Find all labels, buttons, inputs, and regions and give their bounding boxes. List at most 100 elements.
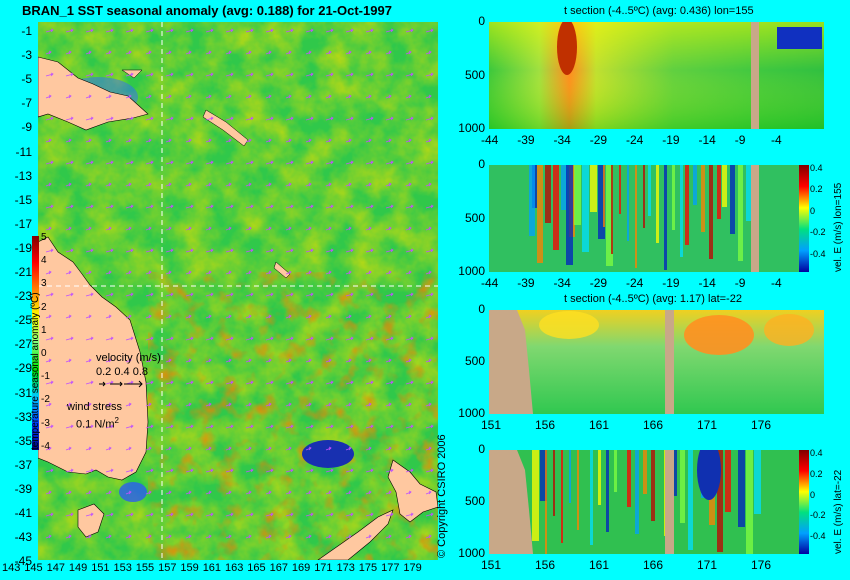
map-lat-tick: -27: [14, 337, 32, 352]
wind-arrow: [285, 490, 292, 495]
wind-arrow: [45, 446, 52, 451]
wind-arrow: [365, 358, 372, 363]
wind-arrow: [125, 138, 132, 143]
velocity-band: [603, 165, 605, 227]
wind-arrow: [405, 28, 414, 33]
wind-arrow: [365, 380, 374, 385]
section-panel-4: [489, 450, 799, 554]
new-guinea-landmass: [38, 56, 149, 131]
wind-arrow: [365, 292, 374, 297]
wind-arrow: [125, 116, 134, 121]
map-lat-tick: -35: [14, 433, 32, 448]
wind-arrow: [265, 424, 274, 429]
wind-arrow: [45, 50, 52, 55]
wind-arrow: [85, 336, 94, 341]
wind-arrow: [265, 314, 272, 319]
wind-arrow: [105, 468, 114, 473]
wind-arrow: [365, 204, 374, 209]
australia-landmass: [38, 236, 149, 481]
wind-arrow: [225, 116, 234, 121]
wind-arrow: [285, 204, 294, 209]
map-lat-tick: -21: [14, 265, 32, 279]
wind-arrow: [105, 534, 112, 539]
wind-arrow: [265, 380, 274, 385]
map-lon-tick: 143: [2, 562, 21, 574]
wind-arrow: [325, 28, 334, 33]
wind-arrow: [405, 72, 414, 77]
wind-arrow: [165, 534, 172, 539]
panel-x-tick: -29: [589, 276, 608, 290]
velocity-band: [619, 165, 621, 214]
wind-arrow: [145, 314, 152, 319]
wind-arrow: [65, 226, 72, 231]
wind-arrow: [165, 424, 174, 429]
wind-arrow: [425, 182, 432, 187]
wind-arrow: [205, 94, 212, 99]
wind-arrow: [245, 534, 252, 539]
wind-arrow: [125, 248, 134, 253]
wind-stress-value: 0.1 N/m2: [76, 416, 119, 431]
wind-arrow: [425, 94, 432, 99]
map-lat-tick: -29: [14, 361, 32, 376]
wind-arrow: [345, 204, 354, 209]
wind-arrow: [245, 72, 254, 77]
panel-x-tick: 166: [643, 558, 664, 572]
velocity-band: [627, 165, 629, 241]
wind-arrow: [185, 138, 192, 143]
wind-arrow: [325, 160, 334, 165]
wind-arrow: [125, 358, 132, 363]
section-panel-3: [489, 310, 824, 414]
wind-arrow: [405, 336, 414, 341]
wind-arrow: [325, 446, 332, 451]
velocity-band: [540, 450, 547, 501]
map-lat-tick: -11: [15, 144, 32, 159]
panel-x-tick: 156: [535, 558, 556, 572]
map-lon-tick: 161: [202, 562, 222, 574]
wind-arrow: [425, 512, 434, 517]
wind-arrow: [305, 50, 312, 55]
wind-arrow: [425, 358, 432, 363]
wind-arrow: [405, 292, 414, 297]
wind-arrow: [285, 314, 292, 319]
wind-arrow: [425, 402, 432, 407]
wind-arrow: [325, 248, 334, 253]
wind-arrow: [365, 468, 374, 473]
wind-arrow: [305, 72, 314, 77]
velocity-band: [553, 165, 559, 250]
wind-arrow: [385, 28, 394, 33]
wind-arrow: [205, 226, 212, 231]
wind-arrow: [285, 270, 292, 275]
wind-arrow: [165, 512, 174, 517]
wind-arrow: [65, 292, 74, 297]
wind-arrow: [265, 50, 272, 55]
wind-arrow: [345, 424, 354, 429]
wind-arrow: [165, 358, 172, 363]
wind-arrow: [105, 160, 114, 165]
wind-arrow: [285, 380, 294, 385]
wind-arrow: [105, 226, 112, 231]
wind-arrow: [225, 468, 234, 473]
wind-arrow: [205, 490, 212, 495]
wind-arrow: [125, 512, 134, 517]
wind-arrow: [285, 72, 294, 77]
wind-arrow: [305, 160, 314, 165]
wind-arrow: [145, 182, 152, 187]
map-lon-tick: 145: [24, 562, 43, 574]
wind-arrow: [425, 446, 432, 451]
velocity-band: [635, 450, 639, 534]
wind-arrow: [405, 248, 414, 253]
wind-arrow: [105, 138, 112, 143]
wind-arrow: [345, 138, 352, 143]
velocity-band: [680, 165, 683, 257]
wind-arrow: [385, 446, 392, 451]
wind-arrow: [185, 72, 194, 77]
wind-arrow: [305, 512, 314, 517]
wind-arrow: [365, 182, 372, 187]
wind-arrow: [385, 226, 392, 231]
wind-arrow: [265, 204, 274, 209]
wind-arrow: [205, 380, 214, 385]
map-lat-tick: -23: [14, 289, 32, 304]
wind-arrow: [105, 424, 114, 429]
wind-arrow: [65, 314, 72, 319]
wind-arrow: [305, 226, 312, 231]
